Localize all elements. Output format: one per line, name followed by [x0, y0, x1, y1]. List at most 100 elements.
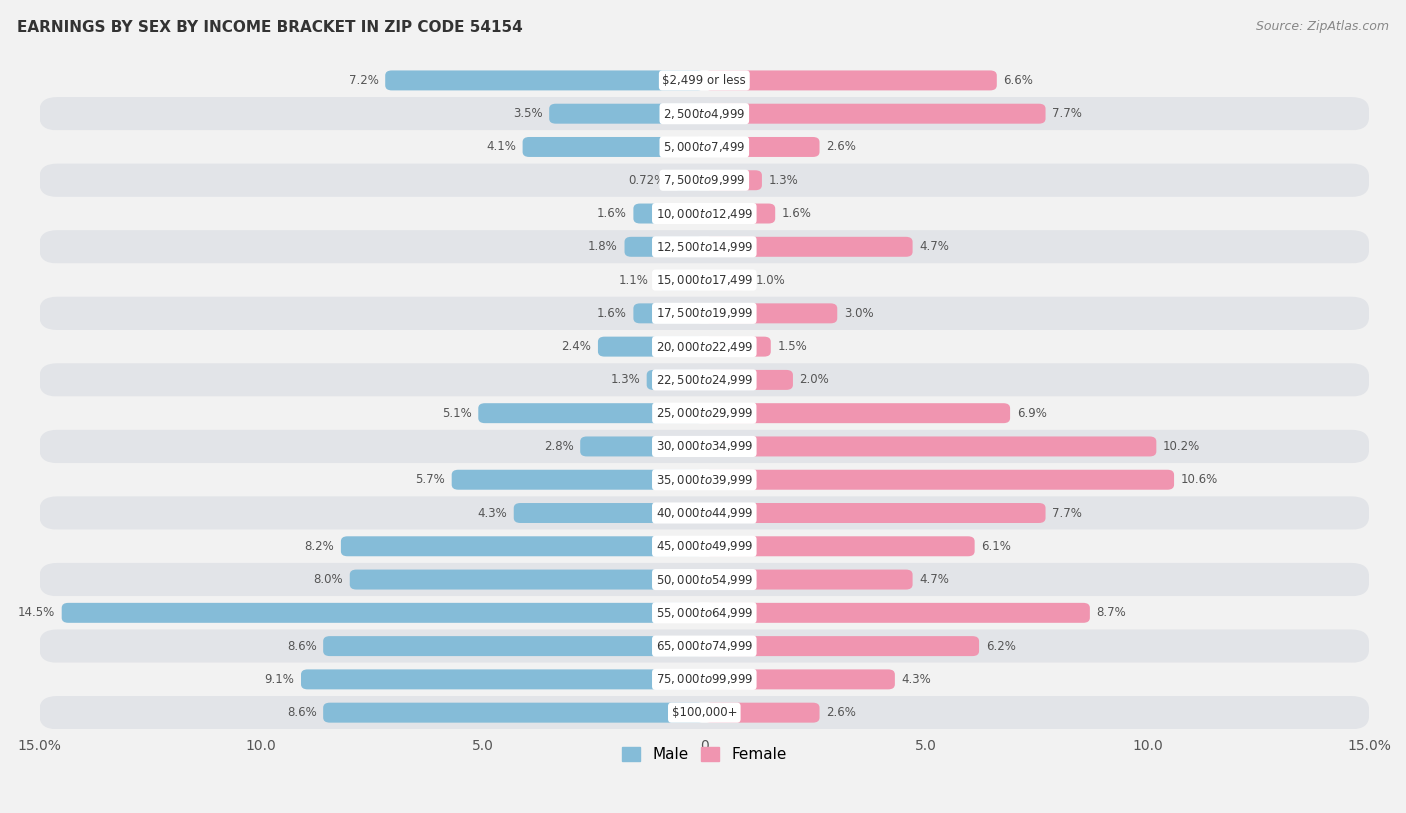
Text: $2,499 or less: $2,499 or less	[662, 74, 747, 87]
Text: $12,500 to $14,999: $12,500 to $14,999	[655, 240, 754, 254]
Text: 10.6%: 10.6%	[1181, 473, 1218, 486]
FancyBboxPatch shape	[550, 104, 704, 124]
Text: $100,000+: $100,000+	[672, 706, 737, 720]
FancyBboxPatch shape	[39, 63, 1369, 97]
FancyBboxPatch shape	[581, 437, 704, 456]
FancyBboxPatch shape	[39, 497, 1369, 529]
FancyBboxPatch shape	[39, 97, 1369, 130]
FancyBboxPatch shape	[704, 104, 1046, 124]
Text: EARNINGS BY SEX BY INCOME BRACKET IN ZIP CODE 54154: EARNINGS BY SEX BY INCOME BRACKET IN ZIP…	[17, 20, 523, 35]
FancyBboxPatch shape	[704, 337, 770, 357]
Text: 8.6%: 8.6%	[287, 640, 316, 653]
Text: 6.1%: 6.1%	[981, 540, 1011, 553]
Text: $25,000 to $29,999: $25,000 to $29,999	[655, 406, 752, 420]
Text: $30,000 to $34,999: $30,000 to $34,999	[655, 440, 754, 454]
Text: 4.3%: 4.3%	[901, 673, 931, 686]
Text: 1.6%: 1.6%	[782, 207, 811, 220]
FancyBboxPatch shape	[385, 71, 704, 90]
Text: 10.2%: 10.2%	[1163, 440, 1201, 453]
Text: 6.6%: 6.6%	[1004, 74, 1033, 87]
Text: 1.3%: 1.3%	[769, 174, 799, 187]
Text: 2.8%: 2.8%	[544, 440, 574, 453]
FancyBboxPatch shape	[647, 370, 704, 390]
Text: 5.1%: 5.1%	[441, 406, 471, 420]
FancyBboxPatch shape	[624, 237, 704, 257]
Text: $17,500 to $19,999: $17,500 to $19,999	[655, 307, 754, 320]
Text: 1.1%: 1.1%	[619, 273, 650, 286]
Text: $50,000 to $54,999: $50,000 to $54,999	[655, 572, 754, 586]
FancyBboxPatch shape	[704, 537, 974, 556]
Text: 6.2%: 6.2%	[986, 640, 1015, 653]
FancyBboxPatch shape	[39, 430, 1369, 463]
FancyBboxPatch shape	[39, 363, 1369, 397]
Text: $2,500 to $4,999: $2,500 to $4,999	[664, 107, 745, 120]
Text: 1.6%: 1.6%	[598, 307, 627, 320]
FancyBboxPatch shape	[704, 636, 979, 656]
Text: $45,000 to $49,999: $45,000 to $49,999	[655, 539, 754, 554]
Text: 9.1%: 9.1%	[264, 673, 294, 686]
FancyBboxPatch shape	[704, 669, 894, 689]
Text: 1.8%: 1.8%	[588, 241, 617, 254]
FancyBboxPatch shape	[704, 403, 1010, 423]
Text: 7.7%: 7.7%	[1052, 506, 1083, 520]
FancyBboxPatch shape	[633, 203, 704, 224]
Text: $7,500 to $9,999: $7,500 to $9,999	[664, 173, 745, 187]
FancyBboxPatch shape	[350, 570, 704, 589]
Text: 1.5%: 1.5%	[778, 340, 807, 353]
Text: 8.2%: 8.2%	[305, 540, 335, 553]
FancyBboxPatch shape	[704, 71, 997, 90]
FancyBboxPatch shape	[39, 330, 1369, 363]
Text: 7.7%: 7.7%	[1052, 107, 1083, 120]
Text: 2.0%: 2.0%	[800, 373, 830, 386]
FancyBboxPatch shape	[598, 337, 704, 357]
Text: 4.7%: 4.7%	[920, 241, 949, 254]
FancyBboxPatch shape	[62, 603, 704, 623]
FancyBboxPatch shape	[39, 263, 1369, 297]
Text: 4.1%: 4.1%	[486, 141, 516, 154]
Text: 1.3%: 1.3%	[610, 373, 640, 386]
Text: $65,000 to $74,999: $65,000 to $74,999	[655, 639, 754, 653]
FancyBboxPatch shape	[513, 503, 704, 523]
FancyBboxPatch shape	[39, 397, 1369, 430]
FancyBboxPatch shape	[340, 537, 704, 556]
FancyBboxPatch shape	[704, 702, 820, 723]
Text: 3.0%: 3.0%	[844, 307, 873, 320]
FancyBboxPatch shape	[39, 696, 1369, 729]
FancyBboxPatch shape	[704, 603, 1090, 623]
Text: 8.6%: 8.6%	[287, 706, 316, 720]
Text: 8.7%: 8.7%	[1097, 606, 1126, 620]
Text: 4.7%: 4.7%	[920, 573, 949, 586]
FancyBboxPatch shape	[704, 570, 912, 589]
Legend: Male, Female: Male, Female	[616, 741, 793, 768]
Text: 2.6%: 2.6%	[827, 706, 856, 720]
Text: 2.6%: 2.6%	[827, 141, 856, 154]
FancyBboxPatch shape	[704, 237, 912, 257]
FancyBboxPatch shape	[323, 702, 704, 723]
FancyBboxPatch shape	[39, 197, 1369, 230]
FancyBboxPatch shape	[39, 230, 1369, 263]
FancyBboxPatch shape	[523, 137, 704, 157]
Text: 4.3%: 4.3%	[478, 506, 508, 520]
Text: $5,000 to $7,499: $5,000 to $7,499	[664, 140, 745, 154]
Text: Source: ZipAtlas.com: Source: ZipAtlas.com	[1256, 20, 1389, 33]
FancyBboxPatch shape	[39, 629, 1369, 663]
Text: $55,000 to $64,999: $55,000 to $64,999	[655, 606, 754, 620]
FancyBboxPatch shape	[478, 403, 704, 423]
Text: $20,000 to $22,499: $20,000 to $22,499	[655, 340, 754, 354]
FancyBboxPatch shape	[39, 563, 1369, 596]
Text: $40,000 to $44,999: $40,000 to $44,999	[655, 506, 754, 520]
Text: 1.6%: 1.6%	[598, 207, 627, 220]
FancyBboxPatch shape	[704, 470, 1174, 489]
Text: $10,000 to $12,499: $10,000 to $12,499	[655, 207, 754, 220]
FancyBboxPatch shape	[633, 303, 704, 324]
FancyBboxPatch shape	[39, 297, 1369, 330]
Text: 5.7%: 5.7%	[415, 473, 446, 486]
FancyBboxPatch shape	[704, 170, 762, 190]
FancyBboxPatch shape	[704, 370, 793, 390]
Text: 7.2%: 7.2%	[349, 74, 378, 87]
Text: $15,000 to $17,499: $15,000 to $17,499	[655, 273, 754, 287]
Text: 2.4%: 2.4%	[561, 340, 592, 353]
FancyBboxPatch shape	[39, 663, 1369, 696]
FancyBboxPatch shape	[39, 596, 1369, 629]
FancyBboxPatch shape	[704, 303, 837, 324]
